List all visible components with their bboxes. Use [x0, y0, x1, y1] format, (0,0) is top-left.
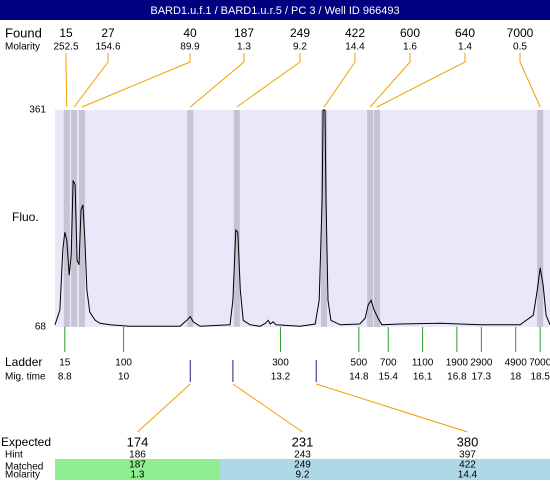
found-molarity: 252.5	[53, 42, 78, 53]
found-size: 15	[59, 26, 73, 40]
matched-molarity: 14.4	[458, 470, 478, 480]
matched-cell	[385, 459, 550, 480]
ladder-label: Ladder	[5, 355, 42, 369]
peak-connector	[65, 53, 68, 108]
peak-band	[537, 110, 544, 327]
ladder-mig-time: 18	[510, 372, 522, 383]
found-size: 249	[290, 26, 310, 40]
found-size: 422	[345, 26, 365, 40]
peak-band	[63, 110, 70, 327]
ladder-mig-time: 18.5	[530, 372, 550, 383]
expected-row-label: Molarity	[5, 470, 40, 480]
found-size: 40	[183, 26, 197, 40]
hint-size: 186	[129, 450, 146, 461]
matched-size: 422	[459, 460, 476, 471]
peak-band	[373, 110, 380, 327]
found-molarity: 1.4	[458, 42, 472, 53]
found-size: 600	[400, 26, 420, 40]
found-molarity: 1.6	[403, 42, 417, 53]
ladder-size: 100	[115, 358, 132, 369]
peak-connector	[519, 53, 541, 108]
found-size: 27	[101, 26, 115, 40]
found-size: 187	[234, 26, 254, 40]
peak-connector	[81, 53, 191, 108]
peak-connector	[236, 53, 301, 108]
trace	[54, 109, 550, 327]
ladder-size: 1900	[446, 358, 469, 369]
expected-row-label: Matched	[5, 462, 43, 473]
matched-cell	[220, 459, 385, 480]
found-size: 640	[455, 26, 475, 40]
peak-connector	[369, 53, 411, 108]
peak-connector	[73, 53, 109, 108]
ladder-mig-time: 15.4	[379, 372, 399, 383]
ladder-size: 500	[351, 358, 368, 369]
matched-size: 249	[294, 460, 311, 471]
found-label: Found	[5, 25, 42, 40]
chart-title: BARD1.u.f.1 / BARD1.u.r.5 / PC 3 / Well …	[150, 5, 399, 17]
ladder-mig-time: 16.1	[413, 372, 433, 383]
ladder-sublabel: Mig. time	[5, 372, 46, 383]
expected-size: 174	[127, 434, 149, 449]
peak-band	[71, 110, 78, 327]
expected-size: 380	[457, 434, 479, 449]
found-size: 7000	[507, 26, 534, 40]
peak-band	[78, 110, 85, 327]
ladder-size: 15	[59, 358, 71, 369]
ladder-size: 2900	[470, 358, 493, 369]
ladder-mig-time: 14.8	[349, 372, 369, 383]
title-bar	[0, 0, 550, 20]
ladder-mig-time: 17.3	[472, 372, 492, 383]
found-molarity: 14.4	[345, 42, 365, 53]
y-axis-label: Fluo.	[12, 210, 39, 224]
ladder-mig-time: 16.8	[447, 372, 467, 383]
matched-molarity: 9.2	[296, 470, 310, 480]
y-tick-label: 68	[35, 322, 47, 333]
found-molarity: 154.6	[95, 42, 120, 53]
hint-size: 397	[459, 450, 476, 461]
expected-connector	[137, 383, 191, 433]
found-molarity: 9.2	[293, 42, 307, 53]
ladder-mig-time: 8.8	[58, 372, 72, 383]
ladder-size: 4900	[505, 358, 528, 369]
ladder-size: 7000	[529, 358, 550, 369]
expected-row-label: Hint	[5, 450, 23, 461]
peak-connector	[376, 53, 466, 108]
expected-row-label: Expected	[1, 435, 51, 449]
peak-band	[187, 110, 194, 327]
matched-molarity: 1.3	[131, 470, 145, 480]
ladder-size: 1100	[412, 358, 434, 369]
ladder-size: 300	[272, 358, 289, 369]
peak-connector	[189, 53, 245, 108]
ladder-mig-time: 13.2	[271, 372, 291, 383]
peak-band	[233, 110, 240, 327]
expected-size: 231	[292, 434, 314, 449]
peak-band	[321, 110, 328, 327]
expected-connector	[316, 383, 468, 433]
peak-band	[367, 110, 374, 327]
peak-connector	[323, 53, 356, 108]
found-molarity: 89.9	[180, 42, 200, 53]
expected-connector	[232, 383, 303, 433]
ladder-mig-time: 10	[118, 372, 130, 383]
hint-size: 243	[294, 450, 311, 461]
ladder-size: 700	[380, 358, 397, 369]
found-molarity: 0.5	[513, 42, 527, 53]
found-sublabel: Molarity	[5, 42, 40, 53]
matched-cell	[55, 459, 220, 480]
plot-area	[55, 110, 550, 327]
y-tick-label: 361	[29, 105, 46, 116]
matched-size: 187	[129, 460, 146, 471]
found-molarity: 1.3	[237, 42, 251, 53]
